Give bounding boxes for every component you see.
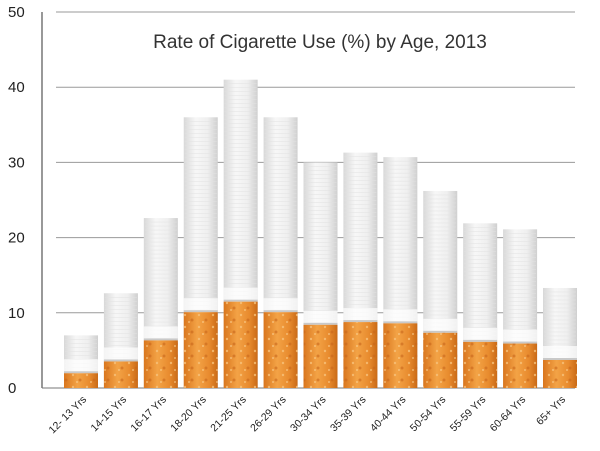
x-tick-label: 40-44 Yrs bbox=[368, 394, 409, 435]
y-tick-labels: 0 10 20 30 40 50 bbox=[8, 4, 25, 397]
bar-filter-texture bbox=[463, 341, 498, 388]
filter-ring bbox=[463, 339, 498, 342]
filter-ring bbox=[103, 359, 138, 362]
bar-band bbox=[463, 327, 498, 342]
bar-band bbox=[343, 308, 378, 323]
bar bbox=[183, 117, 218, 388]
bar bbox=[64, 335, 98, 388]
bar bbox=[303, 162, 338, 388]
x-tick-label: 21-25 Yrs bbox=[208, 394, 249, 435]
bar bbox=[343, 152, 378, 388]
filter-ring bbox=[143, 338, 178, 341]
bar-band bbox=[263, 298, 298, 313]
bar bbox=[263, 117, 298, 388]
filter-ring bbox=[303, 322, 338, 325]
bar-filter-texture bbox=[423, 332, 458, 388]
bar bbox=[143, 218, 178, 388]
x-tick-label: 18-20 Yrs bbox=[168, 394, 209, 435]
bar bbox=[223, 79, 258, 389]
filter-ring bbox=[223, 299, 258, 302]
bar-filter-texture bbox=[503, 343, 538, 388]
x-tick-label: 55-59 Yrs bbox=[448, 394, 489, 435]
bar-filter-texture bbox=[183, 312, 218, 388]
y-tick-label: 10 bbox=[8, 305, 25, 322]
bar-filter-texture bbox=[64, 373, 98, 388]
x-tick-label: 60-64 Yrs bbox=[488, 394, 529, 435]
bar-filter-texture bbox=[543, 359, 577, 388]
bar bbox=[383, 157, 418, 388]
chart-title: Rate of Cigarette Use (%) by Age, 2013 bbox=[153, 32, 487, 53]
filter-ring bbox=[343, 320, 378, 323]
x-tick-label: 50-54 Yrs bbox=[408, 394, 449, 435]
y-tick-label: 20 bbox=[8, 230, 25, 247]
filter-ring bbox=[64, 371, 98, 374]
bar-filter-texture bbox=[343, 322, 378, 388]
filter-ring bbox=[543, 357, 577, 360]
bar-band bbox=[223, 287, 258, 302]
bar-band bbox=[503, 329, 538, 344]
bar-filter-texture bbox=[103, 361, 138, 388]
filter-ring bbox=[423, 330, 458, 333]
filter-ring bbox=[183, 310, 218, 313]
bar-band bbox=[183, 298, 218, 313]
filter-ring bbox=[383, 321, 418, 324]
x-tick-label: 14-15 Yrs bbox=[88, 394, 129, 435]
filter-ring bbox=[503, 341, 538, 344]
bar-filter-texture bbox=[263, 312, 298, 388]
x-tick-label: 35-39 Yrs bbox=[328, 394, 369, 435]
bar-band bbox=[103, 347, 138, 362]
bar bbox=[503, 229, 538, 388]
x-tick-label: 12- 13 Yrs bbox=[47, 394, 90, 437]
bars bbox=[64, 79, 577, 389]
bar-band bbox=[543, 345, 577, 360]
bar-band bbox=[143, 326, 178, 341]
bar-filter-texture bbox=[223, 301, 258, 388]
bar bbox=[423, 190, 458, 388]
x-tick-label: 26-29 Yrs bbox=[248, 394, 289, 435]
x-tick-label: 16-17 Yrs bbox=[128, 394, 169, 435]
y-tick-label: 40 bbox=[8, 79, 25, 96]
bar bbox=[463, 223, 498, 388]
bar-band bbox=[64, 359, 98, 374]
x-tick-label: 65+ Yrs bbox=[534, 394, 568, 428]
bar bbox=[103, 293, 138, 388]
bar-filter-texture bbox=[303, 324, 338, 388]
y-tick-label: 50 bbox=[8, 4, 25, 21]
bar-filter-texture bbox=[143, 340, 178, 388]
bar-filter-texture bbox=[383, 323, 418, 388]
bar bbox=[543, 287, 577, 388]
x-tick-label: 30-34 Yrs bbox=[288, 394, 329, 435]
bar-band bbox=[303, 310, 338, 325]
bar-band bbox=[383, 309, 418, 324]
bar-band bbox=[423, 318, 458, 333]
filter-ring bbox=[263, 310, 298, 313]
x-tick-labels: 12- 13 Yrs 14-15 Yrs 16-17 Yrs 18-20 Yrs 21-… bbox=[47, 394, 569, 437]
y-tick-label: 0 bbox=[8, 380, 16, 397]
y-tick-label: 30 bbox=[8, 154, 25, 171]
